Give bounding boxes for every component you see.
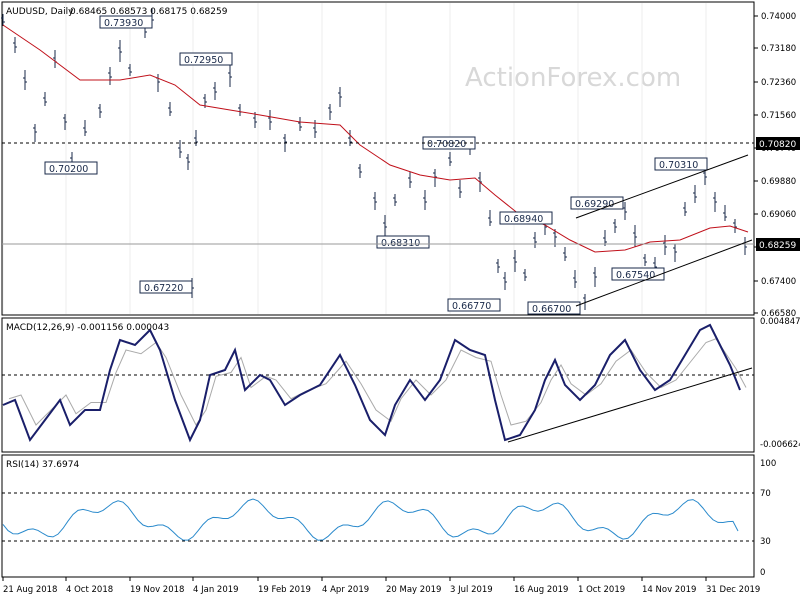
rsi-panel <box>1 454 755 578</box>
price-tick-label: 0.74000 <box>761 12 796 22</box>
date-tick-label: 4 Oct 2018 <box>66 585 113 595</box>
rsi-axis: 100 70 30 0 <box>760 459 776 578</box>
price-tick-label: 0.72360 <box>761 78 796 88</box>
price-annotation-label: 0.70310 <box>659 160 698 171</box>
rsi-label: RSI(14) 37.6974 <box>6 460 79 470</box>
rsi-tick-label: 30 <box>760 537 771 547</box>
price-annotation-label: 0.70820 <box>427 139 466 150</box>
macd-zero-tag <box>756 369 800 381</box>
date-tick-label: 31 Dec 2019 <box>706 585 760 595</box>
price-tick-label: 0.67400 <box>761 277 796 287</box>
price-axis: 0.740000.731800.723600.715600.707400.698… <box>754 12 796 319</box>
moving-average <box>2 24 749 253</box>
price-annotation-label: 0.73930 <box>104 18 143 29</box>
date-tick-label: 19 Feb 2019 <box>258 585 311 595</box>
price-annotation-label: 0.68940 <box>504 214 543 225</box>
macd-main-line <box>2 323 741 443</box>
channel-lower <box>575 239 753 307</box>
macd-label: MACD(12,26,9) -0.001156 0.000043 <box>6 323 169 333</box>
ma-path <box>2 24 749 253</box>
price-annotation-box <box>139 280 193 294</box>
date-tick-label: 1 Oct 2019 <box>578 585 625 595</box>
price-annotation-label: 0.67220 <box>144 283 183 294</box>
price-annotation-label: 0.66700 <box>532 304 571 315</box>
macd-tick-label: 0.004847 <box>760 317 800 327</box>
price-tick-label: 0.66580 <box>761 309 796 319</box>
price-annotation-label: 0.70200 <box>49 164 88 175</box>
macd-axis: 0.0048470.00-0.006624 <box>760 317 800 450</box>
channel-upper <box>575 154 749 219</box>
date-tick-label: 20 May 2019 <box>386 585 441 595</box>
ohlc-values: 0.68465 0.68573 0.68175 0.68259 <box>70 7 228 17</box>
date-tick-label: 4 Apr 2019 <box>322 585 369 595</box>
date-axis: 21 Aug 2018 4 Oct 2018 19 Nov 2018 4 Jan 20… <box>2 577 760 595</box>
rsi-tick-label: 70 <box>760 489 771 499</box>
price-annotation-box <box>376 235 430 249</box>
current-price-label: 0.68259 <box>759 241 796 251</box>
price-annotation-box <box>99 15 153 29</box>
price-annotation-box <box>654 157 708 171</box>
price-annotation-box <box>44 161 98 175</box>
price-annotation-box <box>499 211 553 225</box>
date-tick-label: 21 Aug 2018 <box>3 585 57 595</box>
price-panel <box>1 1 755 316</box>
macd-lines <box>2 323 747 443</box>
resistance-price-label: 0.70820 <box>759 140 796 150</box>
macd-panel <box>1 317 755 453</box>
price-tick-label: 0.69880 <box>761 177 796 187</box>
price-annotation-box <box>179 52 233 66</box>
price-annotation-label: 0.72950 <box>184 55 223 66</box>
date-tick-label: 16 Aug 2019 <box>514 585 568 595</box>
price-tick-label: 0.73180 <box>761 44 796 54</box>
date-tick-label: 3 Jul 2019 <box>450 585 493 595</box>
resistance-price-tag <box>756 137 800 150</box>
rsi-path <box>2 498 739 541</box>
macd-tick-label: -0.006624 <box>760 440 800 450</box>
price-grid <box>2 3 707 314</box>
rsi-tick-label: 100 <box>760 459 776 469</box>
price-tick-label: 0.69060 <box>761 210 796 220</box>
current-price-tag <box>756 238 800 251</box>
watermark: ActionForex.com <box>465 63 681 93</box>
price-annotation-box <box>527 301 581 315</box>
price-annotation-box <box>447 298 501 312</box>
macd-signal-line <box>8 338 747 426</box>
price-annotation-box <box>611 267 665 281</box>
rsi-tick-label: 0 <box>760 568 765 578</box>
price-annotation-label: 0.69290 <box>575 199 614 210</box>
date-tick-label: 14 Nov 2019 <box>642 585 696 595</box>
date-tick-label: 4 Jan 2019 <box>193 585 239 595</box>
macd-trendline <box>507 367 753 443</box>
symbol-label: AUDUSD, Daily <box>6 7 74 17</box>
price-annotation-label: 0.66770 <box>452 301 491 312</box>
price-tick-label: 0.71560 <box>761 111 796 121</box>
date-tick-label: 19 Nov 2018 <box>130 585 184 595</box>
rsi-line <box>2 498 739 541</box>
price-annotation-label: 0.67540 <box>616 270 655 281</box>
